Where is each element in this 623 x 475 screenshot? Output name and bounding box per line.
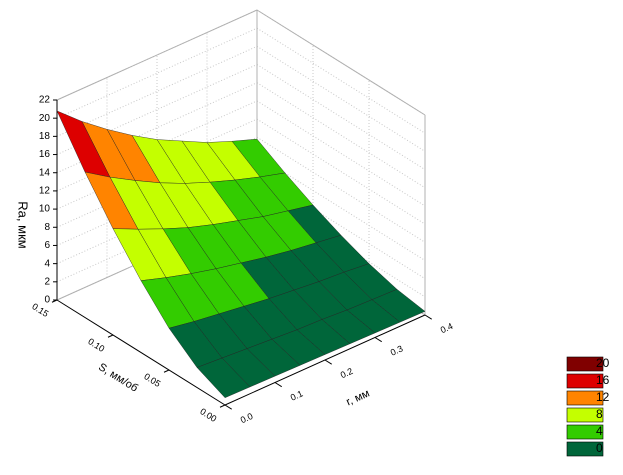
y-tick-label: 0.00 [198, 406, 218, 424]
grid-line [256, 118, 426, 225]
legend-label: 20 [596, 356, 610, 370]
box-edge [256, 9, 426, 116]
x-tick [274, 382, 282, 388]
legend-swatch [566, 424, 604, 440]
legend-label: 0 [596, 441, 603, 455]
x-tick-label: 0.0 [239, 411, 255, 425]
box-edge [56, 9, 258, 101]
surface-face [196, 357, 251, 399]
x-tick-label: 0.3 [389, 343, 405, 357]
y-tick [107, 334, 114, 338]
legend-swatch [566, 441, 604, 457]
z-axis-label: Ra, мкм [16, 201, 31, 248]
y-tick-label: 0.10 [86, 336, 106, 354]
grid-line [56, 173, 258, 265]
legend-label: 12 [596, 390, 610, 404]
z-tick-label: 18 [39, 131, 51, 142]
x-tick-label: 0.2 [339, 366, 355, 380]
z-tick-label: 4 [44, 258, 50, 269]
z-tick-label: 2 [44, 276, 50, 287]
legend-label: 16 [596, 373, 610, 387]
grid-line [56, 136, 258, 228]
legend-label: 8 [596, 407, 603, 421]
z-tick-label: 8 [44, 222, 50, 233]
grid-line [256, 136, 426, 243]
z-tick-label: 10 [39, 204, 51, 215]
x-tick [424, 314, 432, 320]
legend-swatch [566, 356, 604, 372]
y-tick [51, 299, 58, 303]
y-axis [56, 299, 226, 406]
z-tick-label: 12 [39, 186, 51, 197]
x-tick [374, 337, 382, 343]
grid-line [256, 82, 426, 189]
x-tick [324, 359, 332, 365]
legend-swatch [566, 407, 604, 423]
y-tick [219, 404, 226, 408]
z-tick-label: 22 [39, 95, 51, 106]
y-tick-label: 0.05 [142, 371, 162, 389]
grid-line [256, 27, 426, 134]
x-tick [224, 404, 232, 410]
z-tick-label: 16 [39, 149, 51, 160]
legend-swatch [566, 373, 604, 389]
z-tick-label: 20 [39, 113, 51, 124]
grid-line [256, 100, 426, 207]
y-axis-label: S, мм/об [96, 361, 140, 395]
grid-line [56, 45, 258, 137]
grid-line [56, 154, 258, 246]
grid-line [256, 45, 426, 152]
legend-label: 4 [596, 424, 603, 438]
grid-line [56, 118, 258, 210]
legend-swatch [566, 390, 604, 406]
grid-line [56, 191, 258, 283]
x-axis-label: r, мм [344, 387, 371, 408]
z-tick-label: 6 [44, 240, 50, 251]
x-tick-label: 0.1 [289, 388, 305, 402]
grid-line [256, 64, 426, 170]
x-tick-label: 0.4 [439, 321, 455, 335]
y-tick [163, 369, 170, 373]
z-tick-label: 0 [44, 295, 50, 306]
grid-line [56, 27, 258, 119]
z-tick-label: 14 [39, 167, 51, 178]
